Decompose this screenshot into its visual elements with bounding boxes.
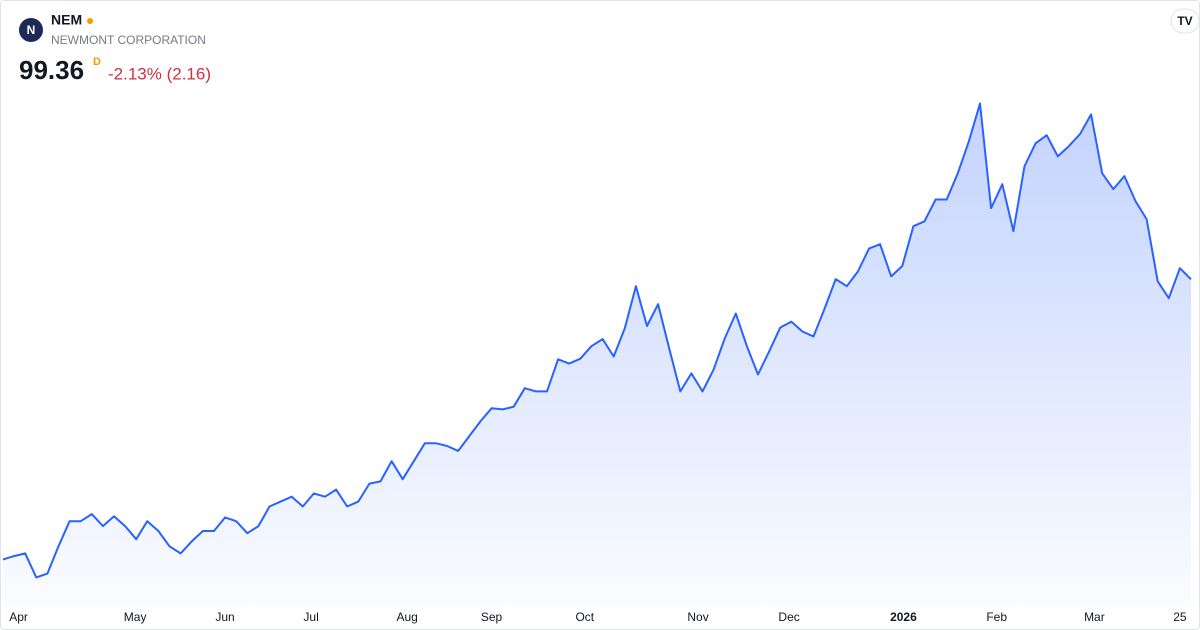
tv-logo-text: TV [1177, 14, 1192, 28]
symbol: NEM [51, 12, 82, 28]
x-tick-label: Sep [481, 610, 503, 624]
x-tick-label: Nov [687, 610, 708, 624]
interval: D [93, 56, 101, 68]
x-tick-label: May [124, 610, 147, 624]
x-tick-label: Jun [215, 610, 234, 624]
area [3, 103, 1191, 606]
price-line [2, 102, 1192, 579]
status-dot [87, 18, 93, 24]
x-tick-label: 25 [1173, 610, 1187, 624]
x-tick-label: Mar [1084, 610, 1105, 624]
x-tick-label: Apr [9, 610, 28, 624]
logo [19, 18, 43, 42]
x-tick-label: 2026 [890, 610, 917, 624]
x-tick-label: Aug [396, 610, 417, 624]
x-tick-label: Feb [986, 610, 1007, 624]
tv-logo[interactable] [1170, 8, 1199, 34]
logo-letter: N [27, 23, 36, 37]
price: 99.36 [19, 55, 84, 85]
x-tick-label: Jul [303, 610, 318, 624]
x-tick-label: Dec [778, 610, 799, 624]
company-name: NEWMONT CORPORATION [51, 33, 206, 47]
change: -2.13% (2.16) [108, 64, 211, 83]
x-tick-label: Oct [575, 610, 594, 624]
